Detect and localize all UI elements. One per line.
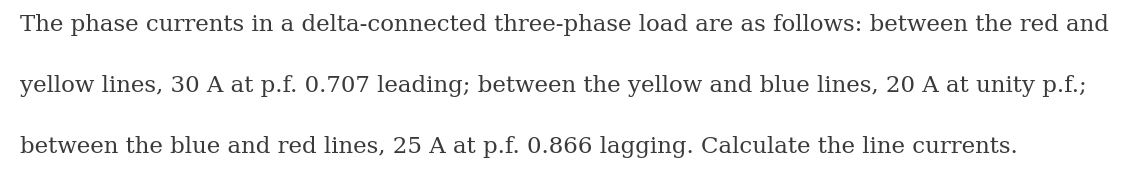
Text: yellow lines, 30 A at p.f. 0.707 leading; between the yellow and blue lines, 20 : yellow lines, 30 A at p.f. 0.707 leading… [20, 75, 1087, 97]
Text: between the blue and red lines, 25 A at p.f. 0.866 lagging. Calculate the line c: between the blue and red lines, 25 A at … [20, 136, 1018, 159]
Text: The phase currents in a delta-connected three-phase load are as follows: between: The phase currents in a delta-connected … [20, 14, 1109, 36]
